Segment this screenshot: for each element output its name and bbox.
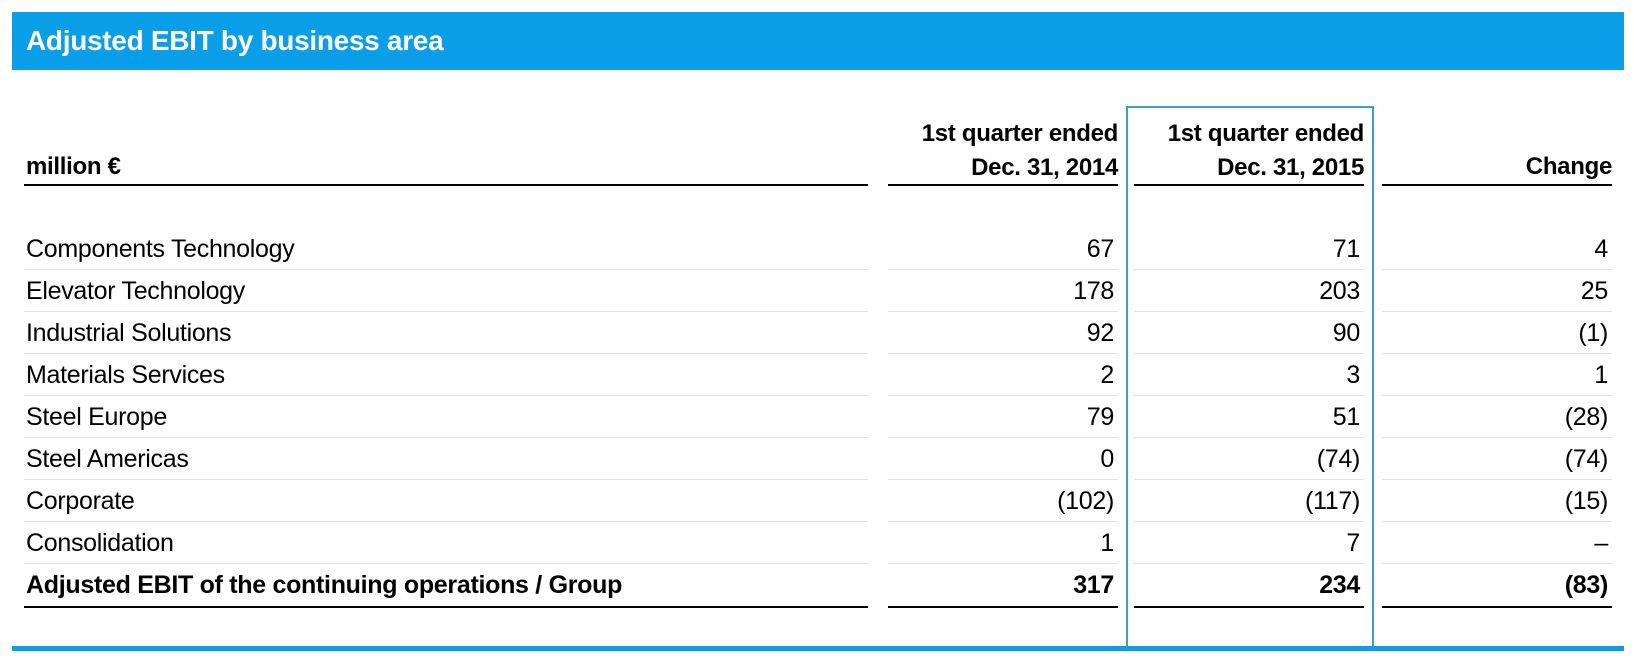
table-row: Materials Services 2 3 1	[0, 354, 1634, 396]
value-change: (74)	[1564, 445, 1609, 473]
row-separator	[1134, 437, 1364, 438]
table-row: Elevator Technology 178 203 25	[0, 270, 1634, 312]
value-q1-2014: 92	[1086, 319, 1115, 347]
row-separator	[1382, 606, 1612, 608]
value-q1-2015: 90	[1332, 319, 1361, 347]
header-rule-label	[24, 184, 868, 186]
row-separator	[1134, 606, 1364, 608]
row-separator	[1382, 479, 1612, 480]
header-rule-2015	[1134, 184, 1364, 186]
value-change: (1)	[1578, 319, 1608, 347]
column-header-2015-line2: Dec. 31, 2015	[1217, 154, 1364, 181]
value-change: 25	[1580, 277, 1609, 305]
row-separator	[1382, 353, 1612, 354]
row-separator	[24, 395, 868, 396]
row-separator	[24, 437, 868, 438]
value-q1-2015: 71	[1332, 235, 1361, 263]
row-separator	[1382, 395, 1612, 396]
row-separator	[1134, 353, 1364, 354]
row-label: Industrial Solutions	[26, 319, 232, 347]
row-separator	[1382, 269, 1612, 270]
value-q1-2015: (117)	[1304, 487, 1360, 515]
row-separator	[24, 353, 868, 354]
value-q1-2015: 203	[1319, 277, 1360, 305]
value-change: 1	[1594, 361, 1608, 389]
row-separator	[888, 437, 1118, 438]
row-separator	[888, 563, 1118, 564]
value-q1-2014: 0	[1100, 445, 1114, 473]
column-header-change: Change	[1525, 153, 1613, 180]
value-q1-2014: 67	[1086, 235, 1115, 263]
value-q1-2014: (102)	[1057, 487, 1114, 515]
value-q1-2015: 7	[1346, 529, 1360, 557]
row-separator	[888, 521, 1118, 522]
current-period-highlight	[1126, 106, 1374, 646]
table-row: Components Technology 67 71 4	[0, 228, 1634, 270]
value-q1-2015: 3	[1346, 361, 1360, 389]
row-separator	[24, 479, 868, 480]
row-separator	[1382, 311, 1612, 312]
row-separator	[888, 311, 1118, 312]
row-separator	[1134, 563, 1364, 564]
column-header-2015-line1: 1st quarter ended	[1167, 120, 1365, 147]
row-separator	[1134, 521, 1364, 522]
column-header-2015: 1st quarter ended Dec. 31, 2015	[1134, 117, 1365, 185]
table-row: Corporate (102) (117) (15)	[0, 480, 1634, 522]
value-q1-2014: 178	[1073, 277, 1114, 305]
row-separator	[1134, 479, 1364, 480]
row-separator	[888, 606, 1118, 608]
table-title: Adjusted EBIT by business area	[12, 12, 1624, 70]
table-row: Industrial Solutions 92 90 (1)	[0, 312, 1634, 354]
value-change: 4	[1594, 235, 1608, 263]
row-separator	[888, 353, 1118, 354]
row-separator	[1382, 437, 1612, 438]
row-label: Consolidation	[26, 529, 174, 557]
value-q1-2014: 317	[1073, 571, 1114, 599]
row-label: Elevator Technology	[26, 277, 245, 305]
row-separator	[1134, 395, 1364, 396]
row-separator	[24, 606, 868, 608]
column-header-2014-line2: Dec. 31, 2014	[971, 154, 1118, 181]
value-q1-2014: 2	[1100, 361, 1114, 389]
value-q1-2014: 79	[1086, 403, 1115, 431]
row-label: Adjusted EBIT of the continuing operatio…	[26, 571, 623, 599]
header-rule-2014	[888, 184, 1118, 186]
row-label: Corporate	[26, 487, 135, 515]
value-change: (28)	[1564, 403, 1609, 431]
row-separator	[24, 521, 868, 522]
row-label: Components Technology	[26, 235, 295, 263]
row-label: Materials Services	[26, 361, 225, 389]
row-separator	[24, 269, 868, 270]
row-separator	[1382, 521, 1612, 522]
value-change: (15)	[1564, 487, 1609, 515]
row-label: Steel Americas	[26, 445, 189, 473]
value-q1-2014: 1	[1100, 529, 1114, 557]
row-separator	[888, 395, 1118, 396]
value-q1-2015: 234	[1319, 571, 1360, 599]
column-header-2014: 1st quarter ended Dec. 31, 2014	[888, 117, 1119, 185]
row-separator	[1382, 563, 1612, 564]
row-label: Steel Europe	[26, 403, 167, 431]
table-row: Consolidation 1 7 –	[0, 522, 1634, 564]
bottom-rule	[12, 646, 1624, 651]
total-row: Adjusted EBIT of the continuing operatio…	[0, 564, 1634, 608]
row-separator	[24, 311, 868, 312]
value-change: (83)	[1564, 571, 1609, 599]
row-separator	[888, 479, 1118, 480]
row-separator	[24, 563, 868, 564]
header-rule-change	[1382, 184, 1612, 186]
row-separator	[888, 269, 1118, 270]
table-row: Steel Europe 79 51 (28)	[0, 396, 1634, 438]
unit-label: million €	[26, 153, 121, 180]
table-row: Steel Americas 0 (74) (74)	[0, 438, 1634, 480]
value-q1-2015: 51	[1332, 403, 1361, 431]
row-separator	[1134, 269, 1364, 270]
value-change: –	[1594, 529, 1608, 557]
column-header-2014-line1: 1st quarter ended	[921, 120, 1119, 147]
row-separator	[1134, 311, 1364, 312]
value-q1-2015: (74)	[1316, 445, 1361, 473]
